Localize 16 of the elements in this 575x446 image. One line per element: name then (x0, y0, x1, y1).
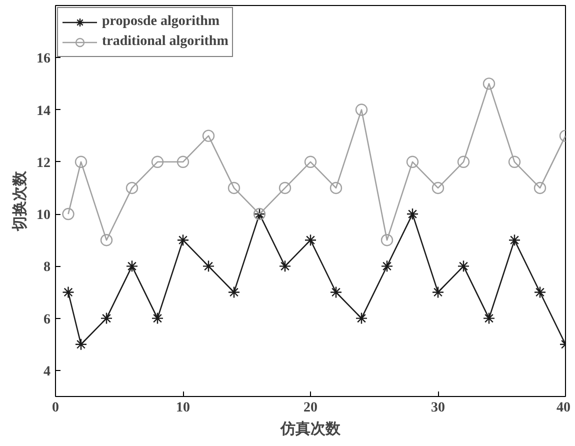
y-tick-label: 6 (44, 312, 50, 328)
y-tick-label: 4 (44, 364, 50, 380)
x-tick-label: 0 (52, 400, 59, 416)
legend-label: traditional algorithm (102, 34, 228, 50)
y-tick-label: 8 (44, 260, 50, 276)
legend-label: proposde algorithm (102, 14, 220, 30)
x-tick-label: 10 (176, 400, 190, 416)
y-tick-label: 12 (36, 156, 50, 171)
y-tick-label: 14 (36, 104, 50, 119)
x-tick-label: 20 (304, 400, 318, 416)
x-axis-title: 仿真次数 (280, 420, 342, 438)
x-tick-label: 40 (556, 400, 570, 416)
y-tick-label: 10 (36, 208, 50, 224)
y-tick-label: 16 (36, 52, 50, 67)
x-tick-label: 30 (431, 400, 445, 416)
y-axis-title: 切换次数 (10, 170, 28, 232)
